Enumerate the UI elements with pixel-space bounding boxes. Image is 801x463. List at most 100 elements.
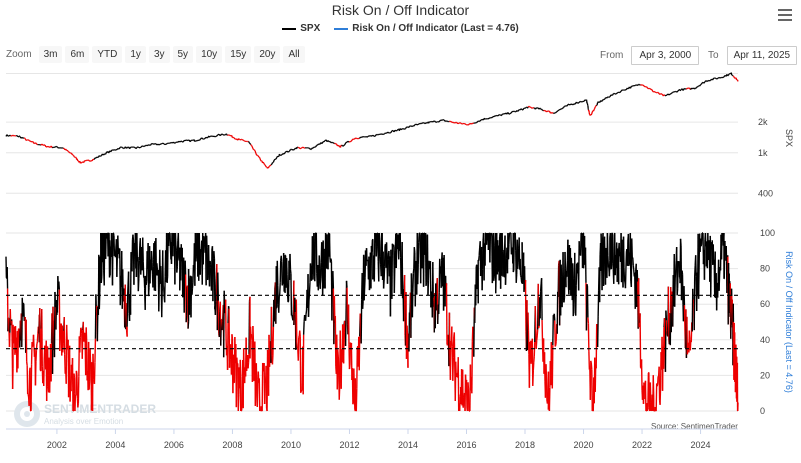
spx-line-segment [219, 133, 223, 137]
spx-line-segment [715, 77, 718, 80]
zoom-button-5y[interactable]: 5y [172, 46, 194, 63]
legend-swatch-spx [282, 27, 297, 30]
zoom-button-all[interactable]: All [283, 46, 305, 63]
spx-line-segment [427, 121, 431, 124]
spx-line-segment [561, 107, 564, 110]
spx-line-segment [517, 109, 520, 112]
spx-line-segment [293, 147, 297, 150]
spx-line-segment [509, 112, 512, 115]
spx-line-segment [450, 120, 452, 123]
spx-line-segment [278, 153, 281, 156]
zoom-button-ytd[interactable]: YTD [92, 46, 123, 63]
spx-line-segment [676, 90, 679, 93]
spx-line-segment [110, 149, 113, 153]
spx-line-segment [710, 78, 713, 81]
spx-line-segment [552, 112, 554, 114]
spx-line-segment [199, 138, 202, 141]
spx-line-segment [206, 136, 209, 139]
spx-line-segment [701, 81, 704, 84]
zoom-button-6m[interactable]: 6m [65, 46, 90, 63]
spx-line-segment [16, 135, 19, 138]
spx-line-segment [222, 133, 225, 136]
spx-line-segment [668, 93, 671, 96]
spx-line-segment [48, 146, 51, 148]
spx-line-segment [546, 110, 548, 113]
spx-line-segment [424, 122, 427, 125]
spx-line-segment [718, 76, 721, 79]
spx-line-segment [431, 120, 433, 123]
spx-line-segment [423, 122, 426, 125]
spx-line-segment [709, 79, 711, 82]
legend-item-spx[interactable]: SPX [282, 23, 320, 34]
spx-line-segment [641, 84, 643, 86]
spx-line-segment [717, 76, 720, 79]
spx-line-segment [291, 148, 294, 151]
spx-line-segment [381, 133, 383, 135]
range-to-input[interactable]: Apr 11, 2025 [726, 46, 798, 65]
spx-line-segment [530, 107, 533, 109]
spx-line-segment [691, 87, 693, 90]
spx-line-segment [564, 105, 566, 108]
spx-line-segment [619, 90, 622, 94]
zoom-button-10y[interactable]: 10y [196, 46, 223, 63]
spx-line-segment [408, 125, 411, 128]
spx-line-segment [443, 119, 446, 122]
x-tick-label: 2006 [164, 440, 184, 450]
spx-line-segment [347, 140, 350, 143]
spx-line-segment [646, 86, 649, 89]
legend-item-indicator[interactable]: Risk On / Off Indicator (Last = 4.76) [334, 23, 519, 34]
spx-line-segment [264, 164, 267, 167]
x-tick-label: 2004 [105, 440, 125, 450]
spx-line-segment [591, 111, 593, 115]
spx-line-segment [483, 117, 486, 120]
source-label: Source: SentimenTrader [651, 422, 738, 431]
spx-line-segment [346, 140, 349, 143]
watermark-brand: SENTIMENTRADER [44, 402, 156, 416]
spx-line-segment [255, 153, 258, 156]
spx-line-segment [666, 93, 669, 96]
spx-line-segment [697, 85, 700, 87]
zoom-button-20y[interactable]: 20y [254, 46, 281, 63]
spx-line-segment [460, 122, 463, 125]
spx-line-segment [205, 136, 208, 139]
spx-line-segment [283, 151, 287, 155]
spx-line-segment [201, 137, 204, 140]
spx-line-segment [189, 139, 192, 143]
spx-line-segment [91, 158, 94, 162]
spx-line-segment [583, 99, 586, 102]
spx-line-segment [704, 80, 707, 83]
spx-line-segment [229, 134, 232, 137]
spx-line-segment [217, 133, 220, 136]
spx-line-segment [417, 123, 420, 126]
spx-line-segment [677, 89, 680, 92]
spx-line-segment [95, 156, 98, 159]
zoom-button-3y[interactable]: 3y [148, 46, 170, 63]
indicator-series [5, 232, 739, 412]
zoom-button-1y[interactable]: 1y [125, 46, 146, 63]
spx-line-segment [116, 147, 119, 150]
spx-line-segment [337, 144, 339, 147]
spx-line-segment [215, 135, 217, 138]
spx-line-segment [36, 143, 39, 146]
spx-line-segment [265, 165, 267, 168]
menu-icon[interactable] [776, 6, 794, 22]
spx-line-segment [88, 159, 90, 162]
spx-line-segment [156, 143, 159, 146]
spx-line-segment [272, 159, 275, 163]
zoom-button-3m[interactable]: 3m [38, 46, 63, 63]
spx-line-segment [365, 136, 368, 138]
spx-line-segment [541, 108, 544, 111]
spx-line-segment [510, 111, 513, 114]
spx-line-segment [11, 134, 13, 137]
spx-line-segment [50, 145, 53, 149]
spx-line-segment [404, 126, 408, 130]
spx-line-segment [386, 131, 389, 134]
spx-line-segment [595, 104, 597, 107]
spx-line-segment [592, 109, 595, 112]
spx-line-segment [593, 108, 596, 111]
spx-line-segment [372, 134, 375, 137]
range-from-input[interactable]: Apr 3, 2000 [631, 46, 700, 65]
spx-line-segment [722, 76, 725, 79]
zoom-button-15y[interactable]: 15y [225, 46, 252, 63]
spx-line-segment [667, 93, 670, 96]
